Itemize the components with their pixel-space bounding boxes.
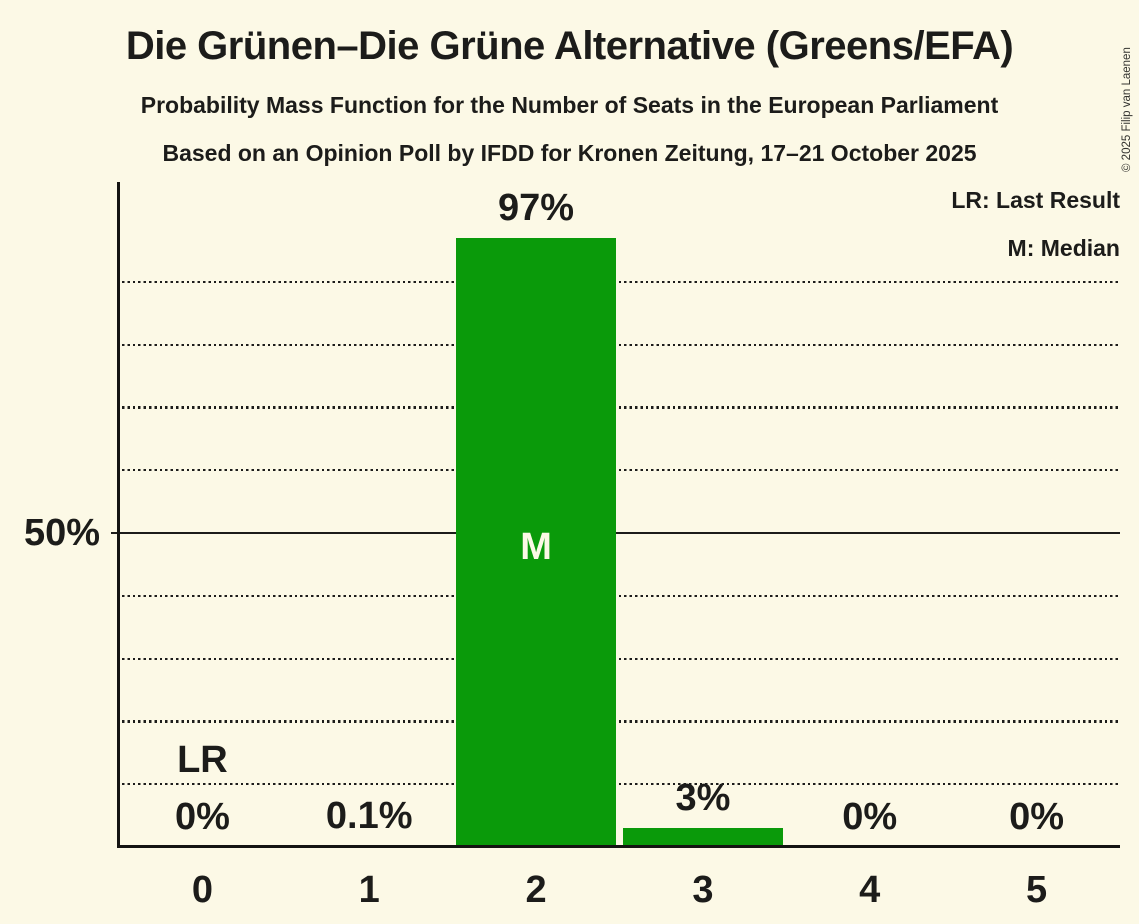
legend-last-result: LR: Last Result (951, 187, 1120, 213)
value-label-seat-5: 0% (1009, 796, 1065, 838)
x-tick-label-1: 1 (358, 869, 380, 911)
bar-seat-2 (456, 237, 617, 847)
gridline-60pct (122, 469, 1118, 472)
y-axis (117, 182, 120, 848)
gridline-80pct (122, 343, 1118, 346)
last-result-marker: LR (177, 739, 228, 781)
legend-median: M: Median (1007, 235, 1120, 261)
value-label-seat-3: 3% (675, 777, 731, 820)
gridline-10pct (122, 783, 1118, 786)
x-axis (117, 845, 1120, 848)
gridline-20pct (122, 720, 1118, 723)
chart-subtitle-line1: Probability Mass Function for the Number… (140, 92, 999, 118)
gridline-70pct (122, 406, 1118, 409)
value-label-seat-0: 0% (174, 796, 230, 838)
gridline-90pct (122, 280, 1118, 283)
x-tick-label-3: 3 (692, 869, 714, 911)
chart-subtitle-line2: Based on an Opinion Poll by IFDD for Kro… (162, 140, 977, 166)
value-label-seat-1: 0.1% (325, 795, 413, 838)
x-tick-label-4: 4 (859, 869, 881, 911)
median-marker: M (520, 526, 552, 569)
gridline-30pct (122, 657, 1118, 660)
gridline-40pct (122, 594, 1118, 597)
bar-seat-3 (622, 828, 783, 847)
x-tick-label-2: 2 (525, 869, 547, 911)
value-label-seat-4: 0% (842, 796, 898, 838)
copyright-text: © 2025 Filip van Laenen (1121, 47, 1133, 172)
y-tick-label: 50% (23, 512, 100, 554)
x-tick-label-5: 5 (1026, 869, 1048, 911)
chart-title: Die Grünen–Die Grüne Alternative (Greens… (125, 24, 1014, 68)
x-tick-label-0: 0 (191, 869, 213, 911)
value-label-seat-2: 97% (498, 186, 575, 229)
